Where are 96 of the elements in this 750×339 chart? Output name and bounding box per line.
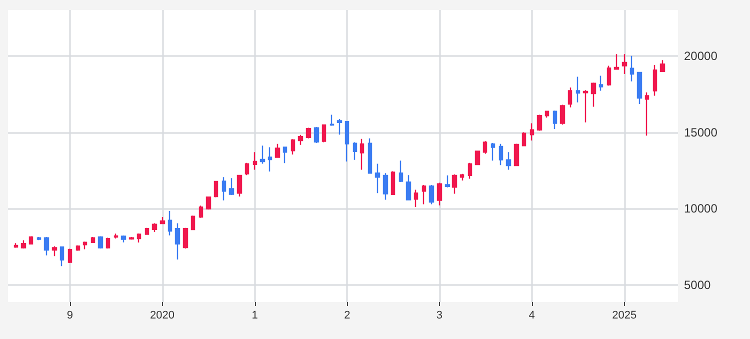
candlestick [44, 236, 50, 256]
candlestick [614, 54, 620, 70]
candlestick [214, 180, 218, 198]
candlestick [128, 236, 134, 240]
y-tick-label: 20000 [684, 48, 718, 63]
candlestick [622, 54, 628, 75]
candlestick [244, 162, 250, 176]
candlestick [90, 236, 96, 244]
candlestick [330, 114, 334, 126]
candlestick [198, 205, 204, 219]
candlestick [390, 170, 396, 196]
candlestick [152, 222, 158, 233]
candlestick [568, 86, 572, 108]
x-tick-label: 9 [66, 310, 74, 322]
candlestick [630, 55, 634, 82]
candlestick [182, 227, 188, 250]
candlestick [298, 134, 304, 146]
candlestick [14, 242, 18, 248]
candlestick [544, 110, 550, 118]
candlestick [382, 172, 388, 200]
candlestick [268, 146, 272, 172]
candlestick [414, 189, 418, 208]
candlestick [36, 236, 42, 241]
candlestick [428, 184, 434, 205]
candlestick [336, 118, 342, 136]
candlestick [360, 138, 364, 170]
candlestick [206, 196, 212, 210]
candlestick [114, 233, 118, 240]
candlestick [222, 176, 226, 201]
candlestick [306, 127, 312, 140]
x-tick-label: 2025 [612, 310, 637, 322]
candlestick [598, 75, 604, 92]
candlestick [168, 210, 172, 236]
candlestick [28, 236, 34, 245]
candlestick [560, 104, 566, 126]
candlestick [436, 182, 442, 206]
candlestick [530, 122, 534, 142]
candlestick [468, 162, 472, 180]
x-tick-label: 4 [528, 310, 535, 322]
candlestick [506, 152, 512, 170]
candlestick [352, 142, 358, 160]
candlestick [290, 138, 296, 156]
candlestick [552, 110, 558, 130]
candlestick [314, 126, 320, 144]
candlestick [636, 71, 642, 105]
candlestick [20, 240, 26, 250]
candlestick [52, 246, 58, 257]
candlestick [490, 142, 496, 162]
candlestick [236, 174, 242, 198]
candlestick [68, 248, 72, 264]
x-tick-label: 3 [436, 310, 443, 322]
candlestick [536, 114, 542, 132]
candlestick [76, 244, 80, 252]
candlestick [60, 246, 64, 267]
candlestick [522, 132, 526, 147]
candlestick [606, 65, 612, 86]
candlestick [252, 152, 258, 170]
candlestick [260, 145, 266, 164]
candlestick [590, 82, 596, 108]
y-tick-label: 5000 [684, 278, 712, 292]
candlestick [344, 120, 350, 162]
candlestick [136, 232, 142, 244]
candlestick [514, 143, 520, 167]
candlestick [422, 184, 426, 205]
candlestick [460, 173, 464, 182]
candlestick [452, 174, 458, 194]
candlestick [228, 178, 234, 196]
candlestick [106, 237, 110, 250]
x-tick-label: 1 [252, 310, 258, 322]
candlestick [660, 60, 666, 73]
candlestick [98, 236, 104, 250]
candlestick [144, 227, 150, 236]
candlestick [398, 160, 404, 183]
y-tick-label: 10000 [684, 202, 718, 216]
candlestick [274, 143, 280, 158]
candlestick [498, 143, 504, 166]
candlestick [120, 234, 126, 243]
candlestick [282, 146, 288, 164]
candlestick [82, 241, 88, 250]
x-tick-label: 2 [344, 310, 350, 322]
candlestick [644, 92, 650, 136]
candlestick [444, 174, 450, 188]
y-tick-label: 15000 [684, 125, 718, 140]
candlestick [582, 90, 588, 123]
candlestick [368, 138, 372, 174]
candlestick [406, 174, 412, 201]
candlestick [576, 76, 580, 103]
candlestick [174, 222, 180, 260]
candlestick [652, 64, 658, 96]
candlestick [474, 150, 480, 166]
candlestick [160, 216, 166, 225]
candlestick [374, 163, 380, 194]
x-tick-label: 2020 [150, 310, 175, 322]
candlestick [482, 140, 488, 154]
candlestick [190, 215, 196, 231]
candlestick [322, 124, 326, 143]
